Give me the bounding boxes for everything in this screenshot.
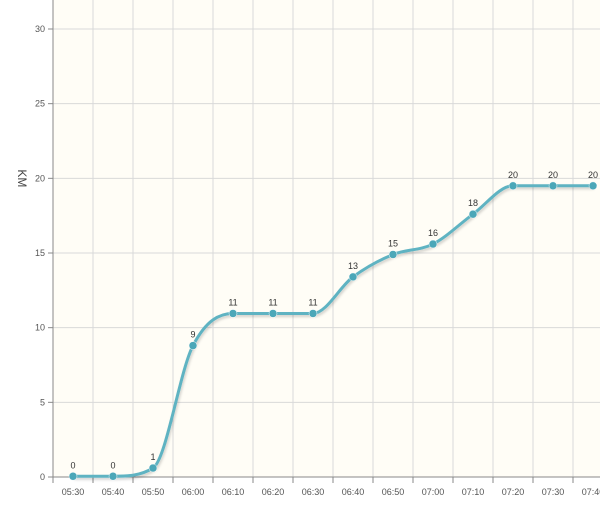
- data-point[interactable]: [148, 463, 158, 473]
- data-label: 15: [388, 238, 398, 248]
- x-tick-label: 05:50: [142, 487, 165, 497]
- data-label: 9: [190, 330, 195, 340]
- x-tick-label: 07:20: [502, 487, 525, 497]
- grid: [52, 0, 600, 478]
- x-tick-label: 06:20: [262, 487, 285, 497]
- data-point[interactable]: [348, 272, 358, 282]
- y-tick-label: 15: [35, 248, 45, 258]
- series: 0 0 1 9 11 11 11 13 15 16 18 20 20 20: [68, 170, 598, 481]
- data-label: 20: [508, 170, 518, 180]
- x-tick-label: 06:50: [382, 487, 405, 497]
- data-label: 1: [150, 452, 155, 462]
- data-point[interactable]: [468, 209, 478, 219]
- data-label: 16: [428, 228, 438, 238]
- data-point[interactable]: [68, 472, 78, 481]
- y-tick-label: 25: [35, 99, 45, 109]
- y-axis-label: KM: [15, 169, 29, 187]
- x-tick-label: 05:30: [62, 487, 85, 497]
- data-label: 11: [228, 297, 237, 307]
- data-point[interactable]: [188, 341, 198, 350]
- data-label: 18: [468, 198, 478, 208]
- data-point[interactable]: [228, 309, 238, 318]
- x-tick-label: 06:00: [182, 487, 205, 497]
- data-point[interactable]: [588, 181, 598, 191]
- data-point[interactable]: [268, 309, 278, 318]
- data-label: 20: [588, 170, 598, 180]
- data-label: 0: [70, 460, 75, 470]
- x-tick-label: 07:10: [462, 487, 485, 497]
- x-tick-label: 06:10: [222, 487, 245, 497]
- data-label: 11: [308, 297, 317, 307]
- series-0: 0 0 1 9 11 11 11 13 15 16 18 20 20 20: [68, 170, 598, 481]
- y-tick-label: 0: [40, 472, 45, 482]
- data-point[interactable]: [428, 239, 438, 249]
- data-label: 20: [548, 170, 558, 180]
- series-line: [73, 184, 593, 478]
- data-point[interactable]: [108, 472, 118, 481]
- data-point[interactable]: [308, 309, 318, 318]
- x-tick-label: 06:40: [342, 487, 365, 497]
- x-tick-label: 07:00: [422, 487, 445, 497]
- x-tick-label: 06:30: [302, 487, 325, 497]
- y-tick-label: 20: [35, 173, 45, 183]
- x-tick-label: 05:40: [102, 487, 125, 497]
- data-point[interactable]: [548, 181, 558, 191]
- data-point[interactable]: [508, 181, 518, 191]
- data-label: 0: [110, 460, 115, 470]
- plot-background: [53, 0, 600, 477]
- data-point[interactable]: [388, 250, 398, 259]
- x-tick-label: 07:30: [542, 487, 565, 497]
- data-label: 13: [348, 261, 358, 271]
- x-tick-label: 07:40: [582, 487, 600, 497]
- y-tick-label: 30: [35, 24, 45, 34]
- y-tick-label: 5: [40, 397, 45, 407]
- y-tick-label: 10: [35, 323, 45, 333]
- data-label: 11: [268, 297, 277, 307]
